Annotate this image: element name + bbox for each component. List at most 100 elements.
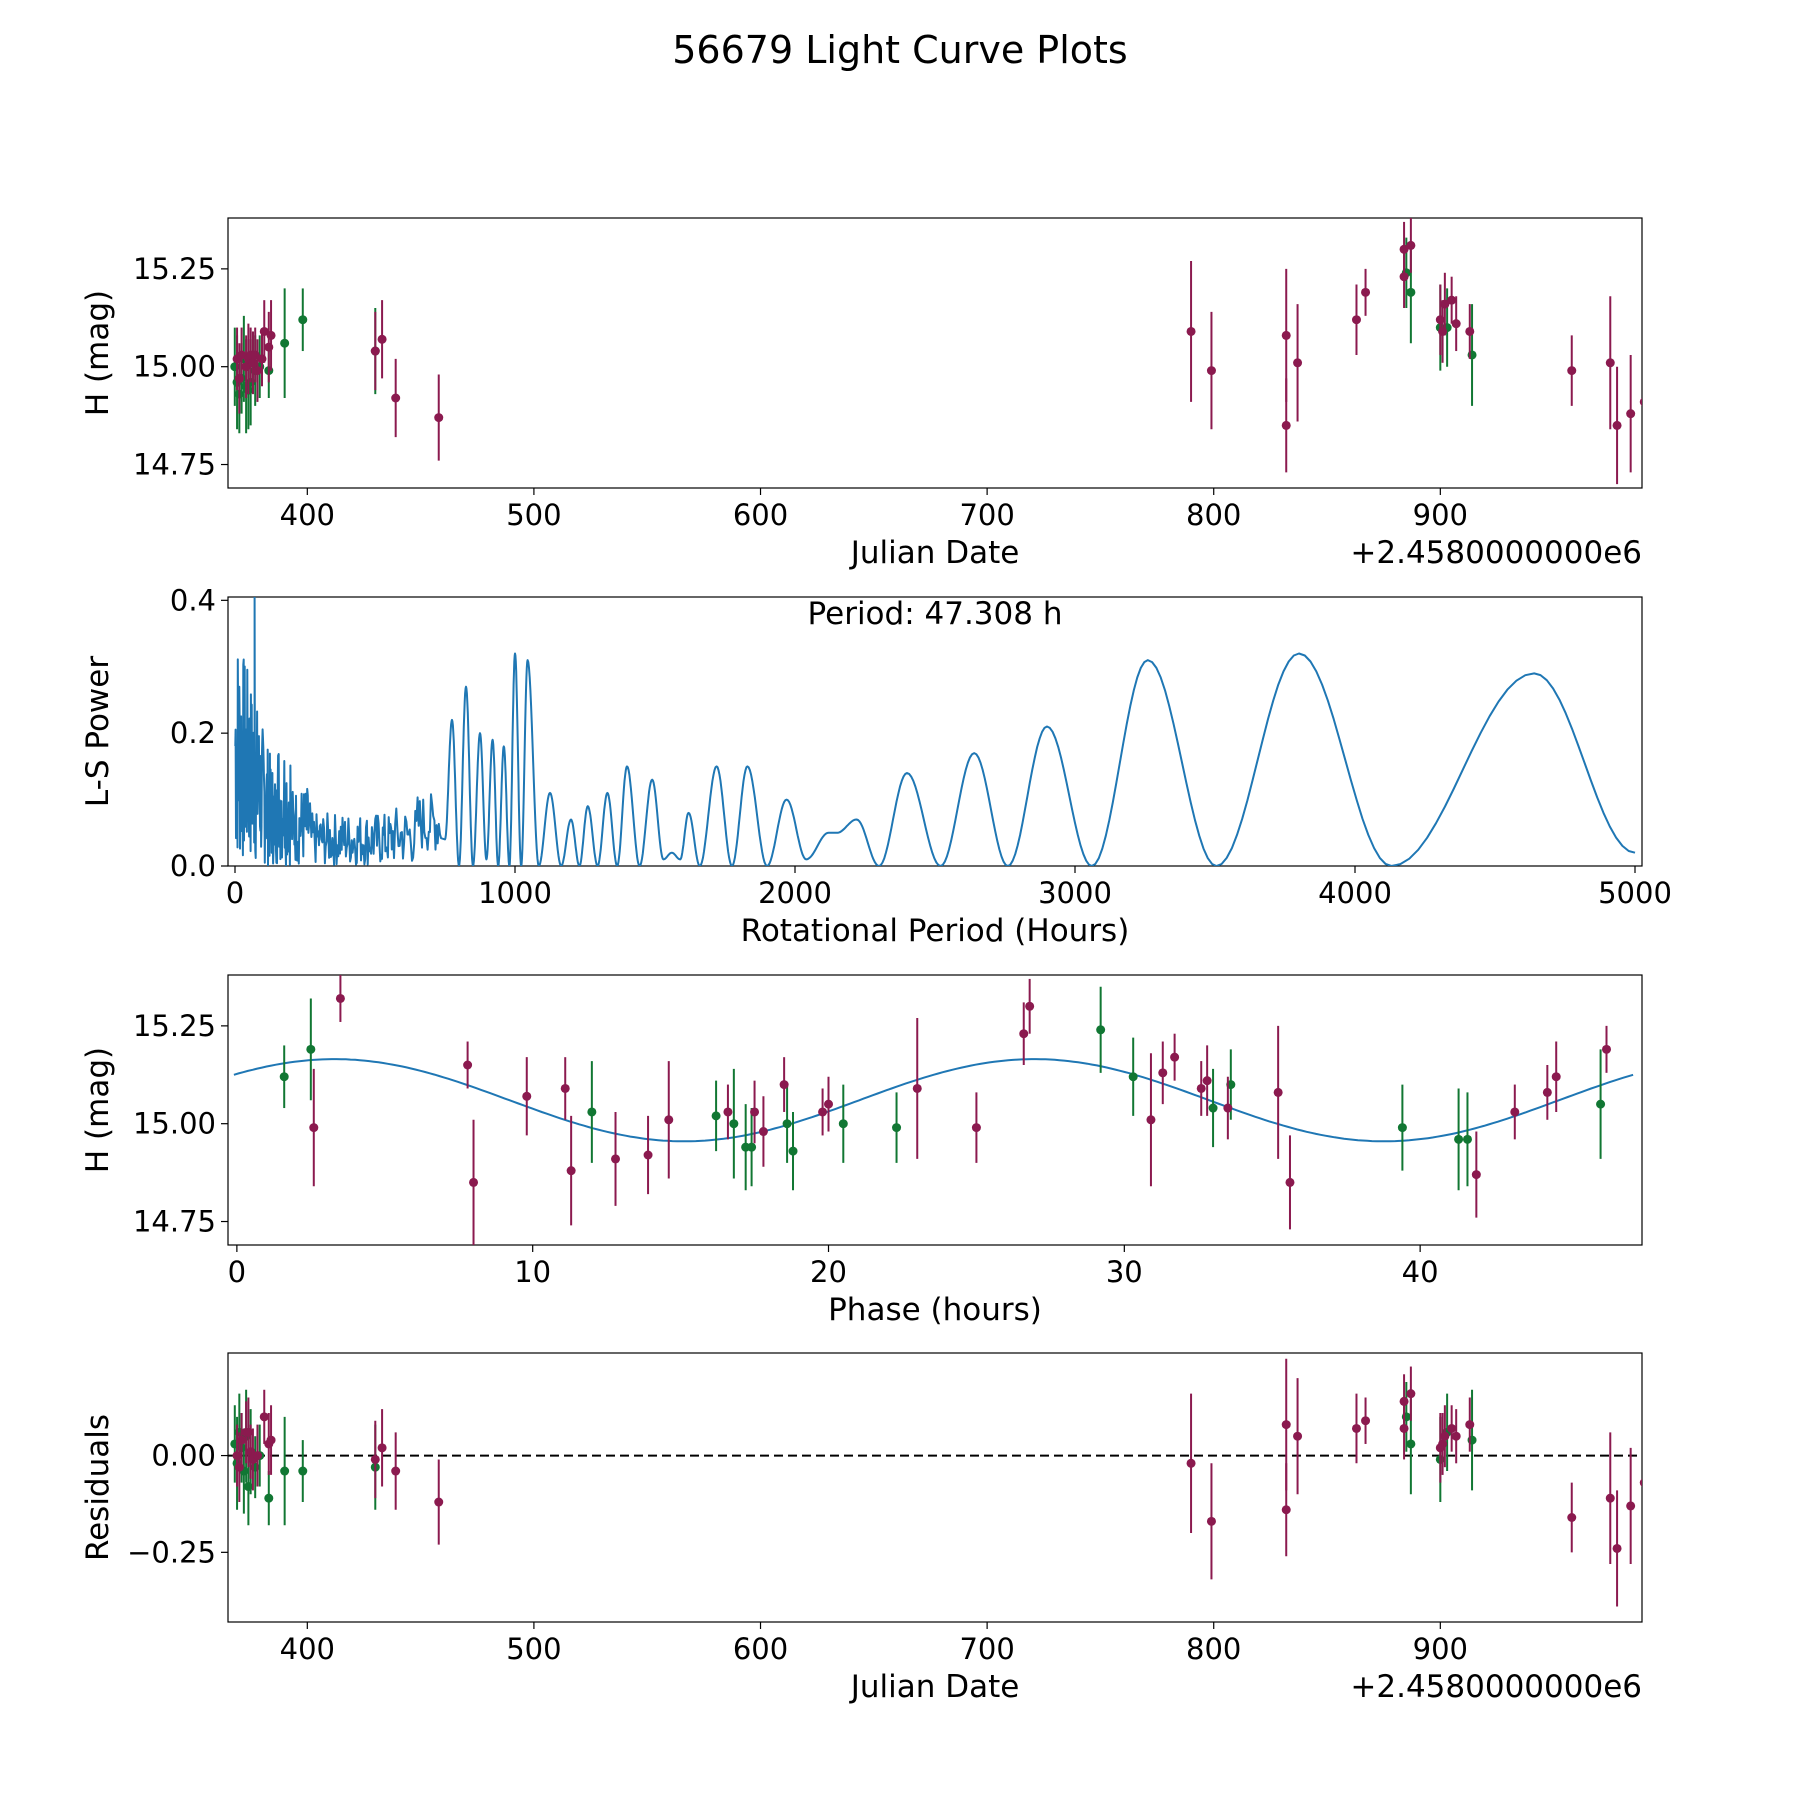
r-filter-point — [1399, 272, 1409, 282]
r-filter-point — [1542, 1087, 1552, 1097]
r-filter-point — [1605, 1493, 1615, 1503]
g-filter-point — [298, 1466, 308, 1476]
plot-area — [230, 218, 1642, 485]
r-filter-point — [1451, 1431, 1461, 1441]
r-filter-point — [1281, 1505, 1291, 1515]
r-filter-point — [1465, 326, 1475, 336]
residuals-panel: 400 500 600 700 800 900 −0.25 0.00 Julian Date Re… — [80, 1352, 1643, 1705]
y-axis-label: Residuals — [80, 1414, 116, 1561]
r-filter-point — [1551, 1072, 1561, 1082]
x-tick-label: 20 — [810, 1255, 847, 1289]
g-filter-point — [1462, 1134, 1472, 1144]
r-filter-point — [1567, 1512, 1577, 1522]
r-filter-point — [377, 1443, 387, 1453]
r-filter-point — [377, 334, 387, 344]
r-filter-point — [1293, 358, 1303, 368]
g-filter-point — [838, 1119, 848, 1129]
lightcurve-panel: 400 500 600 700 800 900 14.75 15.00 15.25 Julian … — [80, 217, 1643, 571]
g-filter-point — [1406, 287, 1416, 297]
r-filter-point — [971, 1123, 981, 1133]
r-filter-point — [1186, 326, 1196, 336]
r-filter-point — [1285, 1177, 1295, 1187]
g-filter-point — [1128, 1072, 1138, 1082]
r-filter-point — [370, 1454, 380, 1464]
r-filter-point — [335, 993, 345, 1003]
periodogram-title: Period: 47.308 h — [808, 596, 1063, 632]
x-tick-label: 40 — [1402, 1255, 1439, 1289]
g-filter-point — [1406, 1439, 1416, 1449]
r-filter-point — [252, 366, 262, 376]
r-filter-point — [1605, 358, 1615, 368]
plot-area — [233, 975, 1634, 1245]
r-filter-point — [824, 1099, 834, 1109]
g-filter-point — [306, 1044, 316, 1054]
x-tick-label: 500 — [506, 498, 561, 532]
sinusoid-fit-line — [233, 1058, 1634, 1143]
g-filter-point — [1208, 1103, 1218, 1113]
y-tick-label: 15.25 — [133, 1009, 216, 1043]
x-offset-text: +2.4580000000e6 — [1350, 535, 1642, 571]
x-tick-label: 600 — [733, 498, 788, 532]
x-tick-label: 2000 — [758, 876, 832, 910]
y-tick-label: 15.00 — [133, 350, 216, 384]
plot-frame — [227, 596, 1643, 867]
r-filter-point — [1025, 1001, 1035, 1011]
r-filter-point — [1202, 1076, 1212, 1086]
r-filter-point — [1602, 1044, 1612, 1054]
plot-area — [228, 1358, 1642, 1607]
r-filter-point — [469, 1177, 479, 1187]
g-filter-point — [1096, 1025, 1106, 1035]
r-filter-point — [818, 1107, 828, 1117]
x-tick-label: 900 — [1413, 1632, 1468, 1666]
g-filter-point — [1596, 1099, 1606, 1109]
r-filter-point — [1146, 1115, 1156, 1125]
x-tick-label: 3000 — [1038, 876, 1112, 910]
x-tick-label: 10 — [514, 1255, 551, 1289]
r-filter-point — [912, 1083, 922, 1093]
plot-frame — [227, 1352, 1643, 1623]
r-filter-point — [611, 1154, 621, 1164]
r-filter-point — [1639, 398, 1642, 406]
y-axis-label: L-S Power — [80, 656, 116, 807]
y-tick-label: 0.2 — [170, 716, 216, 750]
r-filter-point — [1351, 1423, 1361, 1433]
r-filter-point — [237, 350, 247, 360]
r-filter-point — [1440, 299, 1450, 309]
r-filter-point — [643, 1150, 653, 1160]
r-filter-point — [758, 1127, 768, 1137]
g-filter-point — [279, 1072, 289, 1082]
x-tick-label: 30 — [1106, 1255, 1143, 1289]
r-filter-point — [1361, 287, 1371, 297]
r-filter-point — [259, 326, 269, 336]
r-filter-point — [1351, 315, 1361, 325]
x-tick-label: 0 — [228, 1255, 246, 1289]
r-filter-point — [1196, 1083, 1206, 1093]
x-tick-label: 700 — [959, 1632, 1014, 1666]
r-filter-point — [1639, 1478, 1642, 1487]
r-filter-point — [1273, 1087, 1283, 1097]
phased-panel: 0 10 20 30 40 14.75 15.00 15.25 Phase (hours) H (… — [80, 974, 1643, 1328]
x-tick-label: 900 — [1413, 498, 1468, 532]
g-filter-point — [711, 1111, 721, 1121]
r-filter-point — [1206, 1516, 1216, 1526]
r-filter-point — [370, 346, 380, 356]
y-tick-label: 0.00 — [151, 1439, 216, 1473]
r-filter-point — [1612, 1543, 1622, 1553]
x-offset-text: +2.4580000000e6 — [1350, 1669, 1642, 1705]
r-filter-point — [1293, 1431, 1303, 1441]
x-tick-label: 400 — [280, 1632, 335, 1666]
r-filter-point — [252, 1451, 262, 1461]
r-filter-point — [566, 1166, 576, 1176]
r-filter-point — [1406, 240, 1416, 250]
r-filter-point — [391, 1466, 401, 1476]
r-filter-point — [1281, 1420, 1291, 1430]
x-tick-label: 1000 — [478, 876, 552, 910]
r-filter-point — [259, 1412, 269, 1422]
x-tick-label: 4000 — [1318, 876, 1392, 910]
g-filter-point — [298, 315, 308, 325]
plot-frame — [227, 974, 1643, 1246]
x-axis-label: Julian Date — [849, 535, 1020, 571]
r-filter-point — [750, 1107, 760, 1117]
g-filter-point — [747, 1142, 757, 1152]
r-filter-point — [434, 1497, 444, 1507]
